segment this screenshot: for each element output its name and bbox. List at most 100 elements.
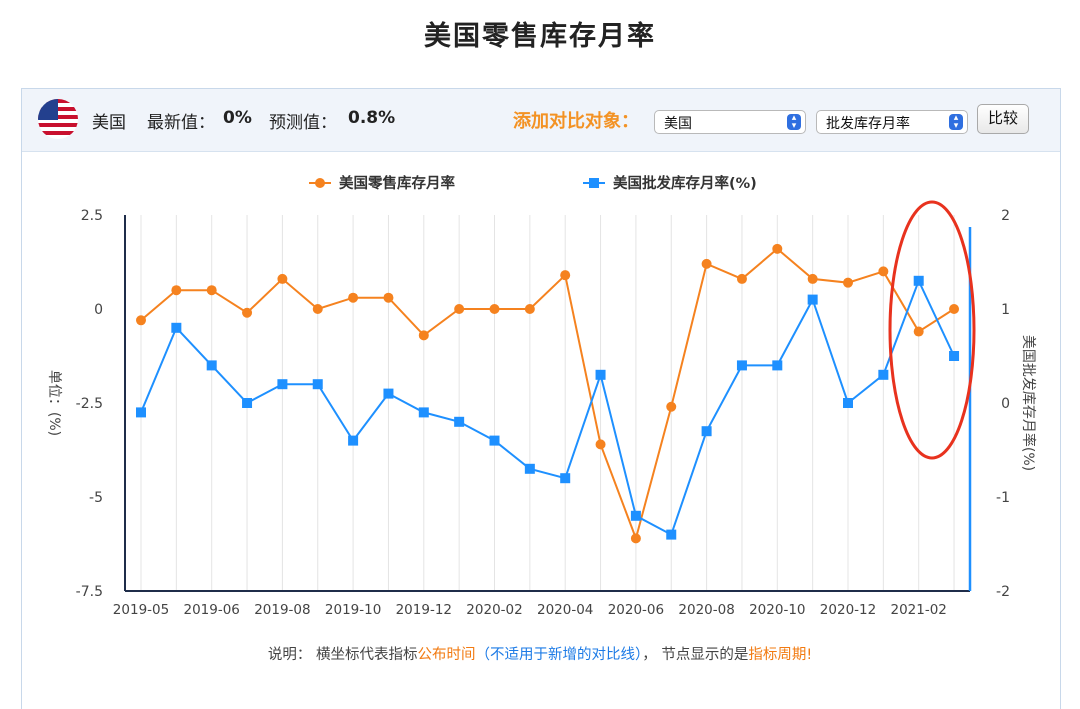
x-tick-label: 2020-06 xyxy=(608,602,664,618)
wholesale-data-point[interactable] xyxy=(524,463,535,474)
retail-data-point[interactable] xyxy=(277,273,288,284)
retail-data-point[interactable] xyxy=(949,304,960,314)
retail-data-point[interactable] xyxy=(736,273,747,284)
x-tick-label: 2021-02 xyxy=(890,602,946,618)
wholesale-data-point[interactable] xyxy=(772,360,783,371)
wholesale-data-point[interactable] xyxy=(807,294,818,305)
select-arrow-icon: ▴ ▾ xyxy=(949,114,963,131)
y-left-tick-label: 2.5 xyxy=(81,208,103,224)
wholesale-data-point[interactable] xyxy=(206,360,217,371)
retail-data-point[interactable] xyxy=(312,304,323,314)
y-right-axis-title: 美国批发库存月率(%) xyxy=(1020,335,1037,471)
wholesale-data-point[interactable] xyxy=(312,379,323,390)
x-tick-label: 2020-10 xyxy=(749,602,805,618)
us-flag-icon xyxy=(38,99,78,139)
x-tick-label: 2019-12 xyxy=(396,602,452,618)
x-tick-label: 2020-08 xyxy=(678,602,734,618)
page-title: 美国零售库存月率 xyxy=(424,21,656,52)
legend-marker xyxy=(315,178,325,188)
indicator-select[interactable]: 批发库存月率 ▴ ▾ xyxy=(816,110,968,134)
retail-data-point[interactable] xyxy=(595,439,606,450)
y-right-tick-label: 1 xyxy=(1001,302,1010,318)
retail-data-point[interactable] xyxy=(524,304,535,314)
highlight-ellipse xyxy=(888,200,976,460)
legend-label[interactable]: 美国零售库存月率 xyxy=(339,174,455,192)
legend-label[interactable]: 美国批发库存月率(%) xyxy=(613,174,757,192)
wholesale-data-point[interactable] xyxy=(630,510,641,521)
chart-panel: 美国 最新值： 0% 预测值： 0.8% 添加对比对象： 美国 ▴ ▾ 批发库存月… xyxy=(21,88,1061,709)
y-left-tick-label: -7.5 xyxy=(76,584,103,600)
y-right-tick-label: -1 xyxy=(996,490,1010,506)
wholesale-data-point[interactable] xyxy=(736,360,747,371)
wholesale-data-point[interactable] xyxy=(171,322,182,333)
country-select-value: 美国 xyxy=(664,116,692,132)
forecast-label: 预测值： xyxy=(269,113,337,133)
y-right-tick-label: 0 xyxy=(1001,396,1010,412)
x-tick-label: 2020-12 xyxy=(820,602,876,618)
compare-title: 添加对比对象： xyxy=(513,111,639,132)
x-tick-label: 2019-10 xyxy=(325,602,381,618)
indicator-select-value: 批发库存月率 xyxy=(826,116,910,132)
legend-marker xyxy=(589,178,599,188)
retail-data-point[interactable] xyxy=(348,292,359,303)
retail-data-point[interactable] xyxy=(560,270,571,281)
y-left-tick-label: 0 xyxy=(94,302,103,318)
x-tick-label: 2019-05 xyxy=(113,602,169,618)
retail-data-point[interactable] xyxy=(666,401,677,412)
note-period: 指标周期! xyxy=(748,647,813,663)
wholesale-data-point[interactable] xyxy=(242,398,253,408)
latest-label: 最新值： xyxy=(147,113,215,133)
y-left-axis-title: 单位：(%) xyxy=(46,370,62,436)
latest-value: 0% xyxy=(223,108,252,128)
retail-data-point[interactable] xyxy=(772,243,783,254)
wholesale-data-point[interactable] xyxy=(348,435,359,446)
note-middle: ， 节点显示的是 xyxy=(642,647,749,663)
wholesale-data-point[interactable] xyxy=(383,388,394,399)
retail-data-point[interactable] xyxy=(171,285,182,296)
x-tick-label: 2019-06 xyxy=(183,602,239,618)
retail-data-point[interactable] xyxy=(136,315,146,326)
compare-button[interactable]: 比较 xyxy=(977,104,1029,134)
wholesale-data-point[interactable] xyxy=(560,473,571,484)
wholesale-data-point[interactable] xyxy=(277,379,288,390)
wholesale-data-point[interactable] xyxy=(489,435,500,446)
forecast-value: 0.8% xyxy=(348,108,396,128)
wholesale-data-point[interactable] xyxy=(878,369,889,380)
retail-data-point[interactable] xyxy=(701,258,712,269)
retail-data-point[interactable] xyxy=(242,307,253,318)
retail-data-point[interactable] xyxy=(630,533,641,544)
retail-data-point[interactable] xyxy=(878,266,889,277)
panel-header: 美国 最新值： 0% 预测值： 0.8% 添加对比对象： 美国 ▴ ▾ 批发库存月… xyxy=(22,89,1060,152)
retail-data-point[interactable] xyxy=(206,285,217,296)
retail-data-point[interactable] xyxy=(843,277,853,288)
wholesale-data-point[interactable] xyxy=(454,416,465,427)
retail-data-point[interactable] xyxy=(913,326,924,337)
retail-data-point[interactable] xyxy=(489,304,500,314)
wholesale-data-point[interactable] xyxy=(418,407,429,418)
note-prefix: 说明： 横坐标代表指标 xyxy=(267,647,418,663)
country-label: 美国 xyxy=(92,113,126,133)
chart-note: 说明： 横坐标代表指标公布时间（不适用于新增的对比线）， 节点显示的是指标周期! xyxy=(0,643,1080,664)
select-arrow-icon: ▴ ▾ xyxy=(787,114,801,131)
wholesale-data-point[interactable] xyxy=(666,529,677,540)
note-paren: （不适用于新增的对比线） xyxy=(475,647,643,663)
retail-data-point[interactable] xyxy=(454,304,465,314)
wholesale-data-point[interactable] xyxy=(701,426,712,437)
retail-data-point[interactable] xyxy=(418,330,429,341)
y-right-tick-label: 2 xyxy=(1001,208,1010,224)
wholesale-data-point[interactable] xyxy=(949,351,960,361)
wholesale-data-point[interactable] xyxy=(913,275,924,286)
wholesale-data-point[interactable] xyxy=(595,369,606,380)
y-left-tick-label: -2.5 xyxy=(76,396,103,412)
retail-data-point[interactable] xyxy=(383,292,394,303)
x-tick-label: 2019-08 xyxy=(254,602,310,618)
x-tick-label: 2020-04 xyxy=(537,602,593,618)
x-tick-label: 2020-02 xyxy=(466,602,522,618)
y-right-tick-label: -2 xyxy=(996,584,1010,600)
retail-data-point[interactable] xyxy=(807,273,818,284)
line-chart: 美国零售库存月率 美国批发库存月率(%) 2.50-2.5-5-7.5210-1-… xyxy=(46,174,1037,618)
wholesale-data-point[interactable] xyxy=(136,407,146,418)
country-select[interactable]: 美国 ▴ ▾ xyxy=(654,110,806,134)
wholesale-data-point[interactable] xyxy=(843,398,853,408)
note-publish-time: 公布时间 xyxy=(417,647,476,663)
